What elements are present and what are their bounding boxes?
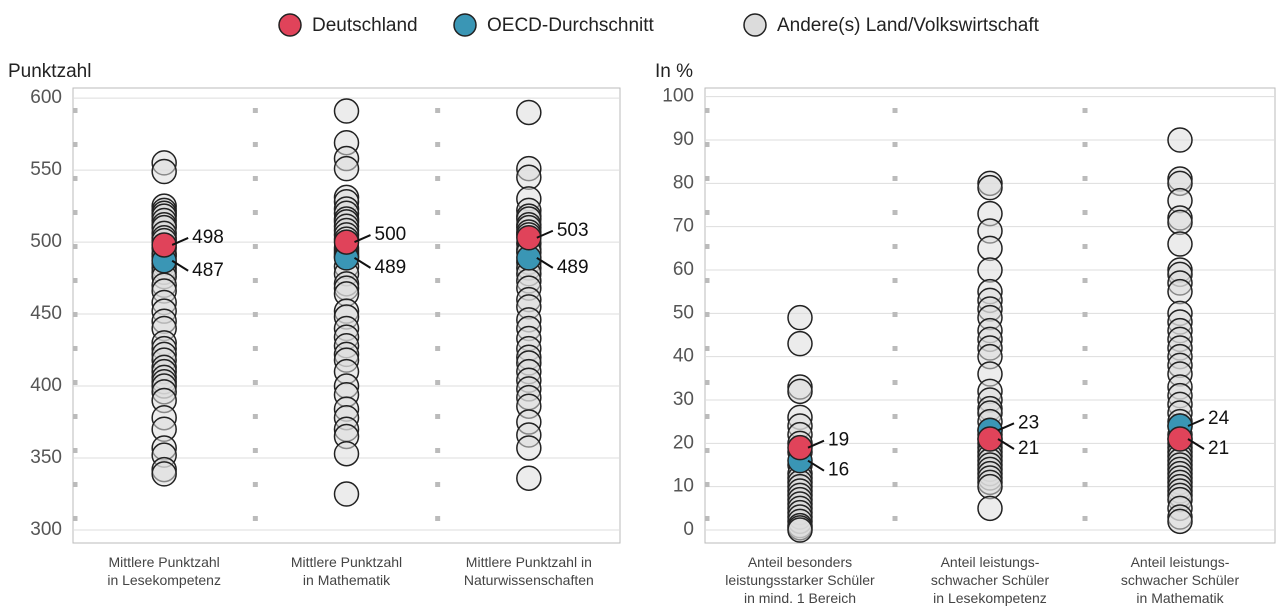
leader-line xyxy=(1187,418,1205,427)
germany-point xyxy=(977,426,1003,452)
other-country-point xyxy=(333,440,360,467)
other-country-point xyxy=(977,495,1003,522)
legend-label: OECD-Durchschnitt xyxy=(487,15,655,36)
other-country-point xyxy=(787,517,813,543)
y-tick-label: 70 xyxy=(673,216,694,237)
y-tick-label: 50 xyxy=(673,302,694,323)
data-label: 500 xyxy=(375,224,407,245)
legend-label: Deutschland xyxy=(312,15,418,36)
leader-line xyxy=(171,259,189,272)
leader-line xyxy=(171,237,189,246)
germany-point xyxy=(1167,426,1193,452)
germany-point xyxy=(151,232,177,258)
data-label: 503 xyxy=(557,220,589,241)
data-label: 498 xyxy=(192,227,224,248)
y-tick-label: 40 xyxy=(673,346,694,367)
other-country-point xyxy=(333,155,360,182)
x-tick-label: Anteil leistungs- schwacher Schüler in M… xyxy=(1120,554,1240,606)
germany-point xyxy=(516,224,542,251)
other-country-point xyxy=(333,481,360,507)
data-label: 16 xyxy=(828,460,849,481)
leader-line xyxy=(353,257,372,269)
other-country-point xyxy=(516,164,542,191)
other-country-point xyxy=(787,330,813,357)
y-tick-label: 600 xyxy=(30,87,62,108)
y-tick-label: 60 xyxy=(673,259,694,280)
other-country-point xyxy=(1167,278,1193,305)
data-label: 24 xyxy=(1208,408,1230,429)
data-label: 21 xyxy=(1208,438,1229,459)
other-country-point xyxy=(151,461,177,487)
data-label: 21 xyxy=(1018,438,1039,459)
germany-point xyxy=(787,434,813,461)
leader-line xyxy=(997,422,1015,432)
data-label: 489 xyxy=(375,257,407,278)
other-country-point xyxy=(333,98,360,124)
legend-marker xyxy=(743,13,767,37)
legend-marker xyxy=(453,13,477,37)
other-country-point xyxy=(1167,231,1193,257)
y-axis-label: In % xyxy=(655,61,693,82)
x-tick-label: Mittlere Punktzahl in Mathematik xyxy=(290,554,403,588)
legend-marker xyxy=(278,13,302,37)
y-tick-label: 30 xyxy=(673,389,694,410)
x-tick-label: Mittlere Punktzahl in Lesekompetenz xyxy=(107,554,221,588)
leader-line xyxy=(807,439,825,449)
x-tick-label: Mittlere Punktzahl in Naturwissenschafte… xyxy=(463,554,594,588)
y-tick-label: 80 xyxy=(673,172,694,193)
y-tick-label: 450 xyxy=(30,303,62,324)
other-country-point xyxy=(1167,127,1193,153)
leader-line xyxy=(536,229,554,239)
other-country-point xyxy=(1167,209,1193,236)
y-tick-label: 350 xyxy=(30,447,62,468)
other-country-point xyxy=(787,378,813,405)
other-country-point xyxy=(516,435,542,461)
leader-line xyxy=(997,438,1015,450)
y-tick-label: 0 xyxy=(683,519,694,540)
germany-point xyxy=(333,229,360,255)
other-country-point xyxy=(977,473,1003,500)
leader-line xyxy=(354,234,371,243)
other-country-point xyxy=(1167,508,1193,535)
leader-line xyxy=(807,459,825,472)
y-axis-label: Punktzahl xyxy=(8,61,91,82)
other-country-point xyxy=(977,235,1003,262)
leader-line xyxy=(1187,438,1205,450)
data-label: 489 xyxy=(557,257,589,278)
y-tick-label: 90 xyxy=(673,129,694,150)
other-country-point xyxy=(151,158,177,185)
y-tick-label: 400 xyxy=(30,375,62,396)
legend-label: Andere(s) Land/Volkswirtschaft xyxy=(777,15,1040,36)
y-tick-label: 500 xyxy=(30,231,62,252)
data-label: 19 xyxy=(828,430,849,451)
y-tick-label: 100 xyxy=(662,86,694,107)
other-country-point xyxy=(977,257,1003,283)
y-tick-label: 300 xyxy=(30,519,62,540)
y-tick-label: 10 xyxy=(673,476,694,497)
x-tick-label: Anteil besonders leistungsstarker Schüle… xyxy=(725,554,875,606)
other-country-point xyxy=(977,174,1003,201)
other-country-point xyxy=(516,465,542,491)
x-tick-label: Anteil leistungs- schwacher Schüler in L… xyxy=(930,554,1050,606)
data-label: 487 xyxy=(192,260,224,281)
leader-line xyxy=(536,257,554,269)
y-tick-label: 20 xyxy=(673,432,694,453)
data-label: 23 xyxy=(1018,412,1039,433)
y-tick-label: 550 xyxy=(30,159,62,180)
other-country-point xyxy=(787,304,813,331)
other-country-point xyxy=(516,99,542,126)
